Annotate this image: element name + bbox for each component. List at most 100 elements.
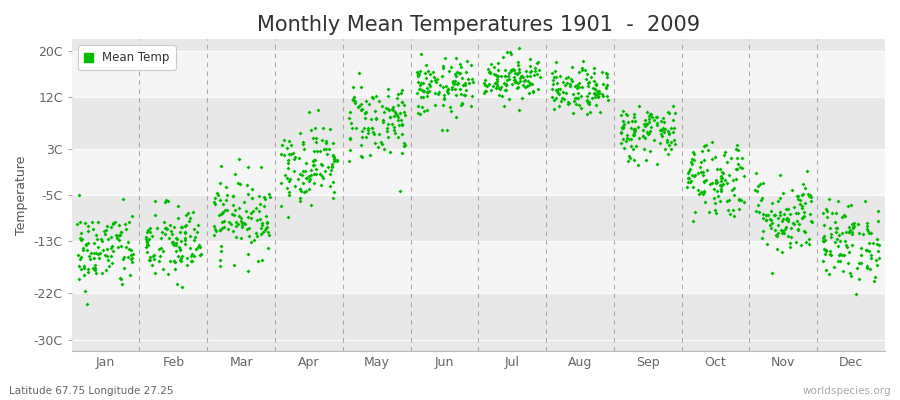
- Point: [391, 134, 405, 140]
- Point: [778, 225, 792, 232]
- Point: [831, 243, 845, 250]
- Text: Latitude 67.75 Longitude 27.25: Latitude 67.75 Longitude 27.25: [9, 386, 174, 396]
- Point: [175, 253, 189, 260]
- Point: [282, 138, 296, 144]
- Point: [328, 189, 342, 195]
- Point: [791, 210, 806, 216]
- Point: [299, 175, 313, 181]
- Point: [783, 234, 797, 240]
- Point: [229, 223, 243, 230]
- Point: [307, 148, 321, 154]
- Point: [355, 154, 369, 160]
- Point: [296, 168, 310, 174]
- Point: [845, 242, 859, 248]
- Point: [421, 68, 436, 74]
- Point: [770, 246, 785, 252]
- Point: [553, 103, 567, 110]
- Point: [860, 226, 874, 232]
- Point: [310, 139, 324, 145]
- Point: [620, 132, 634, 139]
- Legend: Mean Temp: Mean Temp: [77, 45, 176, 70]
- Point: [499, 82, 513, 88]
- Point: [365, 129, 380, 136]
- Point: [306, 134, 320, 141]
- Point: [79, 247, 94, 253]
- Point: [428, 102, 443, 108]
- Point: [722, 171, 736, 178]
- Point: [533, 74, 547, 80]
- Point: [419, 106, 434, 113]
- Point: [842, 224, 856, 230]
- Point: [78, 219, 93, 226]
- Point: [565, 78, 580, 84]
- Point: [771, 222, 786, 228]
- Point: [574, 67, 589, 73]
- Point: [230, 180, 245, 186]
- Point: [640, 109, 654, 115]
- Point: [644, 114, 659, 120]
- Point: [717, 152, 732, 158]
- Point: [125, 254, 140, 261]
- Point: [386, 107, 400, 113]
- Point: [828, 224, 842, 231]
- Point: [100, 253, 114, 259]
- Point: [420, 84, 435, 91]
- Point: [614, 129, 628, 135]
- Point: [411, 78, 426, 85]
- Point: [94, 236, 109, 242]
- Point: [824, 234, 838, 241]
- Point: [361, 127, 375, 133]
- Point: [816, 234, 831, 241]
- Point: [125, 258, 140, 265]
- Point: [632, 134, 646, 141]
- Point: [177, 223, 192, 229]
- Point: [281, 160, 295, 166]
- Point: [616, 118, 630, 124]
- Point: [73, 256, 87, 262]
- Point: [170, 253, 184, 259]
- Point: [217, 218, 231, 224]
- Point: [286, 168, 301, 174]
- Point: [518, 77, 532, 84]
- Point: [795, 192, 809, 198]
- Point: [508, 76, 522, 83]
- Point: [316, 125, 330, 131]
- Point: [616, 145, 631, 151]
- Point: [106, 221, 121, 228]
- Point: [186, 209, 201, 216]
- Point: [183, 233, 197, 239]
- Point: [823, 248, 837, 254]
- Point: [504, 68, 518, 74]
- Point: [650, 114, 664, 120]
- Point: [769, 231, 783, 238]
- Point: [140, 238, 155, 244]
- Point: [241, 191, 256, 197]
- Point: [231, 205, 246, 211]
- Point: [491, 82, 505, 89]
- Point: [787, 220, 801, 227]
- Point: [834, 230, 849, 236]
- Point: [779, 216, 794, 222]
- Point: [635, 127, 650, 133]
- Point: [478, 88, 492, 94]
- Point: [780, 215, 795, 221]
- Point: [663, 125, 678, 132]
- Point: [512, 68, 526, 75]
- Point: [394, 87, 409, 93]
- Point: [729, 175, 743, 182]
- Point: [352, 69, 366, 76]
- Point: [791, 196, 806, 202]
- Point: [313, 148, 328, 155]
- Point: [455, 100, 470, 107]
- Point: [627, 127, 642, 134]
- Point: [698, 157, 712, 163]
- Point: [729, 166, 743, 172]
- Point: [76, 264, 91, 271]
- Point: [819, 267, 833, 273]
- Point: [798, 239, 813, 246]
- Point: [490, 78, 504, 84]
- Point: [225, 228, 239, 234]
- Point: [393, 90, 408, 97]
- Point: [315, 162, 329, 168]
- Point: [507, 74, 521, 80]
